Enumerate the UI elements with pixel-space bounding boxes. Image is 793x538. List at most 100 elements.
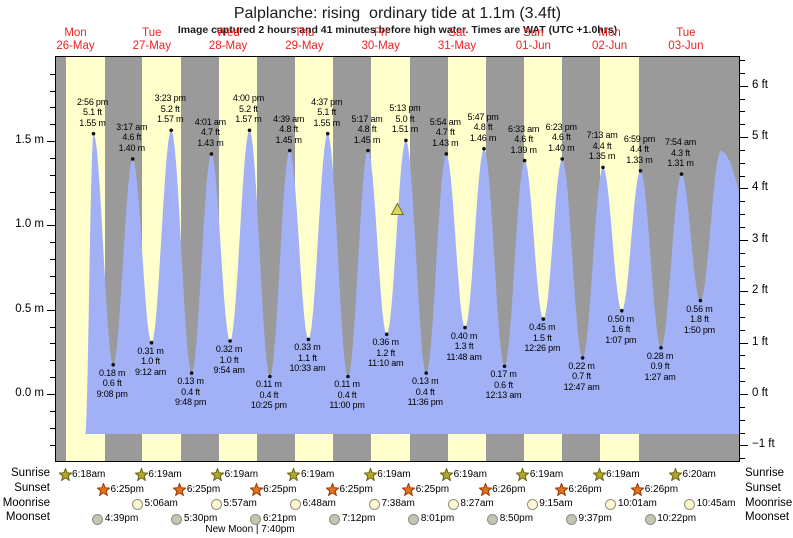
sunset-icon (553, 482, 569, 501)
sunset-icon (630, 482, 646, 501)
y-tick-ft (740, 394, 748, 395)
y-label-m: 0.5 m (15, 302, 44, 315)
tide-extreme-dot (111, 362, 115, 367)
astro-time: 6:48am (302, 498, 336, 509)
astro-time: 6:26pm (568, 483, 602, 495)
astro-time: 7:12pm (341, 512, 376, 524)
date-label: Sat 31-May (419, 27, 495, 53)
moonset-icon (92, 513, 104, 525)
sunrise-icon (286, 467, 302, 486)
date-label: Wed 28-May (190, 27, 266, 53)
astro-row-label-right: Moonset (745, 511, 790, 523)
astro-time: 8:01pm (420, 512, 455, 524)
tide-extreme-dot (638, 169, 643, 173)
y-tick-ft (740, 304, 745, 306)
astro-time: 6:25pm (263, 483, 297, 495)
y-label-m: 1.5 m (15, 134, 44, 147)
tide-extreme-dot (522, 158, 527, 163)
day-name: Tue (676, 27, 696, 39)
y-tick-ft (740, 381, 745, 383)
astro-time: 6:25pm (339, 483, 373, 495)
day-name: Thu (294, 27, 315, 39)
sunrise-icon (57, 467, 73, 486)
astro-time: 6:20am (682, 468, 716, 480)
astro-row-label-right: Moonrise (745, 496, 793, 509)
day-name: Tue (142, 27, 162, 39)
y-tick-ft (740, 137, 748, 139)
tide-extreme-dot (601, 165, 605, 170)
date-label: Tue 27-May (114, 27, 190, 53)
astro-time: 6:18am (72, 468, 106, 480)
y-tick-m (47, 309, 55, 311)
y-tick-ft (740, 162, 745, 164)
tide-area (85, 130, 739, 434)
y-label-ft: −1 ft (752, 438, 775, 451)
astro-time: 9:15am (539, 498, 573, 509)
astro-time: 6:21pm (262, 512, 297, 524)
tide-extreme-dot (560, 157, 564, 161)
y-tick-m (50, 326, 55, 328)
tide-extreme-dot (268, 374, 272, 379)
tide-extreme-dot (541, 317, 546, 321)
y-label-ft: 5 ft (752, 130, 768, 143)
day-date: 29-May (285, 40, 324, 52)
astro-row-label-left: Moonrise (2, 496, 50, 509)
sunset-icon (95, 482, 112, 501)
plot-area (55, 56, 740, 462)
y-tick-ft (740, 72, 745, 74)
astro-time: 5:57am (223, 498, 257, 509)
y-tick-ft (740, 342, 748, 344)
y-label-ft: 4 ft (752, 181, 768, 194)
sunrise-icon (591, 467, 607, 486)
astro-time: 6:25pm (415, 483, 450, 495)
moonset-icon (644, 513, 656, 525)
moonset-icon (329, 513, 341, 525)
moonrise-icon (132, 499, 143, 510)
y-tick-m (50, 90, 55, 92)
y-tick-ft (740, 149, 745, 151)
page-title: Palplanche: rising ordinary tide at 1.1m… (233, 5, 562, 22)
y-tick-ft (740, 188, 748, 190)
y-label-ft: 2 ft (752, 284, 768, 297)
y-tick-ft (740, 239, 748, 241)
y-tick-m (47, 394, 55, 395)
y-tick-m (50, 157, 55, 159)
date-label: Mon 26-May (38, 27, 114, 53)
astro-time: 6:19am (529, 468, 564, 480)
sunset-icon (401, 482, 417, 501)
y-label-ft: 0 ft (752, 387, 768, 399)
day-date: 31-May (437, 40, 477, 52)
tide-extreme-dot (424, 371, 429, 375)
tide-extreme-dot (384, 332, 389, 337)
moonrise-icon (447, 499, 459, 510)
day-name: Sat (448, 27, 466, 39)
day-name: Sun (523, 27, 544, 39)
y-tick-ft (740, 419, 745, 421)
astro-time: 8:27am (460, 498, 494, 509)
sunset-icon (172, 482, 188, 501)
astro-time: 4:39pm (104, 512, 139, 524)
y-tick-m (50, 174, 55, 176)
y-tick-m (50, 292, 55, 294)
tide-extreme-dot (620, 308, 624, 313)
astro-time: 6:19am (148, 468, 182, 480)
tide-extreme-dot (659, 346, 663, 350)
y-tick-ft (740, 265, 745, 267)
sunset-icon (477, 482, 493, 501)
astro-row-label-left: Sunrise (11, 467, 50, 479)
date-label: Fri 30-May (343, 27, 419, 53)
moonrise-icon (368, 499, 380, 510)
chart-subtitle: Image captured 2 hours and 41 minutes be… (177, 24, 618, 36)
astro-time: 7:38am (381, 498, 415, 509)
astro-time: 5:30pm (183, 512, 218, 524)
astro-time: 10:22pm (657, 512, 697, 524)
y-tick-ft (740, 368, 745, 370)
astro-time: 10:01am (617, 498, 657, 509)
tide-extreme-dot (306, 337, 311, 342)
astro-time: 6:19am (224, 468, 259, 480)
astro-row-label-right: Sunset (745, 482, 781, 494)
tide-curve (85, 128, 739, 434)
day-date: 28-May (208, 40, 248, 52)
moonrise-icon (684, 499, 696, 510)
